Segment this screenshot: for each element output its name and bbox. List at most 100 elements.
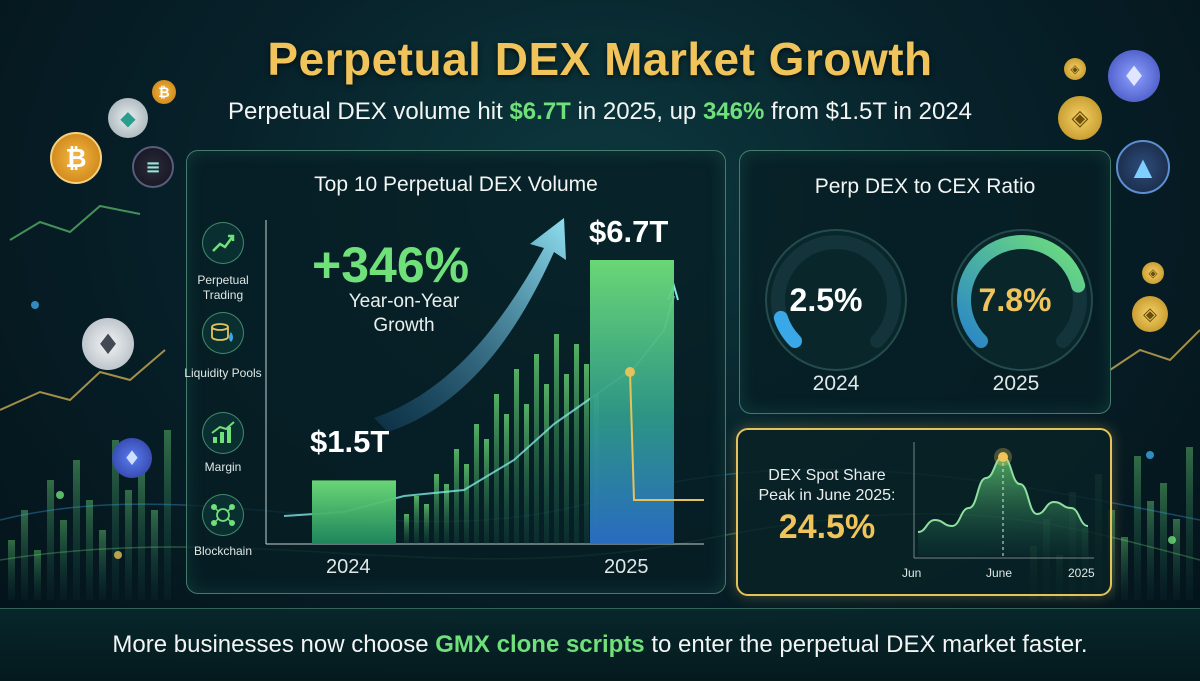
- connector-line: [629, 371, 704, 501]
- usdt-coin-icon: ◆: [108, 98, 148, 138]
- bg-bar: [60, 520, 67, 600]
- gauge-bezel-2024: [765, 229, 907, 371]
- subtitle-highlight-growth: 346%: [702, 98, 765, 125]
- bar-value-label-2025: $6.7T: [589, 214, 669, 249]
- decorative-bar: [544, 384, 549, 544]
- side-label-liquidity-pools: Liquidity Pools: [184, 366, 262, 380]
- ratio-gauges: [765, 229, 1093, 371]
- share-line-chart: [913, 442, 1094, 559]
- bg-bar: [47, 480, 54, 600]
- decorative-bars: [404, 334, 599, 544]
- coins-drop-icon: [202, 312, 244, 354]
- footer-highlight: GMX clone scripts: [435, 631, 645, 658]
- bg-bar: [1121, 537, 1128, 600]
- volume-panel-title: Top 10 Perpetual DEX Volume: [314, 173, 598, 196]
- share-label: DEX Spot Share Peak in June 2025:: [758, 467, 896, 504]
- decorative-bar: [414, 496, 419, 544]
- solana-coin-icon: ≡: [132, 146, 174, 188]
- decorative-bar: [404, 514, 409, 544]
- blockchain-icon: [202, 494, 244, 536]
- bg-bar: [73, 460, 80, 600]
- decorative-bar: [424, 504, 429, 544]
- bitcoin-coin-small-icon: ₿: [152, 80, 176, 104]
- subtitle-text-2: in 2025, up: [570, 98, 703, 125]
- bnb-coin-icon: ◈: [1058, 96, 1102, 140]
- decorative-bar: [524, 404, 529, 544]
- side-label-blockchain: Blockchain: [193, 544, 253, 558]
- ratio-panel-title: Perp DEX to CEX Ratio: [814, 175, 1036, 198]
- bnb-coin-right-icon: ◈: [1132, 296, 1168, 332]
- decorative-bar: [434, 474, 439, 544]
- volume-bar-chart: [265, 218, 704, 545]
- bg-bar: [34, 550, 41, 600]
- decorative-bar: [464, 464, 469, 544]
- decorative-bar: [504, 414, 509, 544]
- growth-label: Year-on-Year Growth: [348, 291, 460, 336]
- bg-bar: [99, 530, 106, 600]
- share-tick-jun: Jun: [902, 566, 922, 580]
- subtitle-highlight-volume: $6.7T: [509, 98, 571, 125]
- bg-bar: [164, 430, 171, 600]
- gauge-track-2024: [771, 235, 901, 349]
- side-label-margin: Margin: [204, 460, 242, 474]
- footer-text: More businesses now choose GMX clone scr…: [0, 631, 1200, 659]
- decorative-bar: [474, 424, 479, 544]
- margin-chart-icon: [202, 412, 244, 454]
- decorative-bar: [494, 394, 499, 544]
- decorative-bar: [534, 354, 539, 544]
- share-peak-dot: [998, 452, 1008, 462]
- bg-bar: [1160, 483, 1167, 600]
- ethereum-blue-coin-icon: ♦: [112, 438, 152, 478]
- x-tick-2024: 2024: [326, 556, 371, 578]
- bg-bar: [1173, 519, 1180, 600]
- gauge-bezel-2025: [951, 229, 1093, 371]
- decorative-bar: [584, 364, 589, 544]
- footer-text-1: More businesses now choose: [112, 631, 436, 658]
- decorative-bar: [574, 344, 579, 544]
- bnb-coin-right-small-icon: ◈: [1142, 262, 1164, 284]
- bitcoin-coin-icon: ₿: [50, 132, 102, 184]
- decorative-bar: [454, 449, 459, 544]
- gauge-fill-2025: [957, 235, 1086, 349]
- bar-2024: [312, 480, 396, 544]
- decorative-bar: [444, 484, 449, 544]
- connector-dot: [625, 367, 635, 377]
- decorative-bar: [554, 334, 559, 544]
- share-value: 24.5%: [778, 508, 876, 546]
- decorative-bar: [484, 439, 489, 544]
- page-title: Perpetual DEX Market Growth: [267, 33, 933, 85]
- gauge-value-2024: 2.5%: [789, 282, 863, 318]
- ethereum-coin-right-icon: ♦: [1108, 50, 1160, 102]
- side-label-perpetual-trading: Perpetual Trading: [197, 273, 249, 302]
- arbitrum-coin-icon: ▲: [1116, 140, 1170, 194]
- subtitle-text-3: from $1.5T in 2024: [764, 98, 973, 125]
- bg-bar: [1134, 456, 1141, 600]
- x-tick-2025: 2025: [604, 556, 649, 578]
- decorative-bar: [564, 374, 569, 544]
- bar-2025: [590, 260, 674, 544]
- share-tick-2025: 2025: [1068, 566, 1095, 580]
- footer-text-2: to enter the perpetual DEX market faster…: [644, 631, 1088, 658]
- gauge-fill-2024: [773, 310, 802, 349]
- bar-value-label-2024: $1.5T: [310, 424, 390, 459]
- bg-bar: [1147, 501, 1154, 600]
- gauge-year-2025: 2025: [992, 372, 1040, 395]
- growth-percentage: +346%: [312, 237, 470, 293]
- chart-up-icon: [202, 222, 244, 264]
- bg-bar: [1186, 447, 1193, 600]
- subtitle-text-1: Perpetual DEX volume hit: [227, 98, 510, 125]
- bg-bar: [8, 540, 15, 600]
- growth-arrow-icon: [374, 218, 566, 432]
- bg-bar: [125, 490, 132, 600]
- footer-banner: More businesses now choose GMX clone scr…: [0, 608, 1200, 681]
- bg-bar: [21, 510, 28, 600]
- bg-bar: [151, 510, 158, 600]
- bg-bar: [86, 500, 93, 600]
- ethereum-coin-icon: ♦: [82, 318, 134, 370]
- gauge-year-2024: 2024: [812, 372, 860, 395]
- share-tick-june: June: [986, 566, 1013, 580]
- gauge-value-2025: 7.8%: [978, 282, 1052, 318]
- bnb-coin-small-icon: ◈: [1064, 58, 1086, 80]
- page-subtitle: Perpetual DEX volume hit $6.7T in 2025, …: [0, 98, 1200, 126]
- bg-bar: [138, 470, 145, 600]
